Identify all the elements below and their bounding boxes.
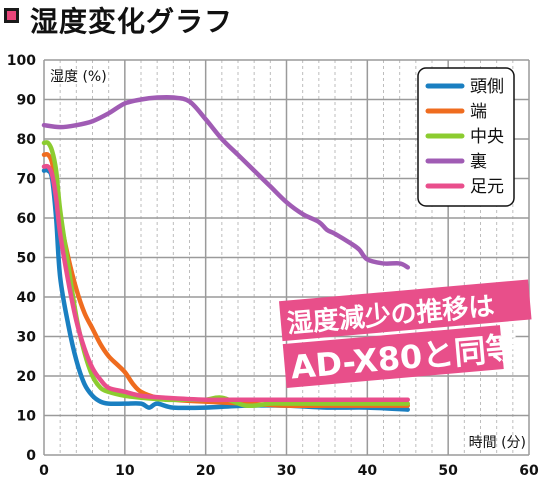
page-title: 湿度変化グラフ <box>30 5 234 38</box>
x-tick-label: 60 <box>519 463 539 479</box>
y-tick-label: 30 <box>17 330 37 346</box>
x-tick-label: 50 <box>438 463 458 479</box>
series-line-4 <box>41 94 410 270</box>
legend-label: 頭側 <box>470 77 504 97</box>
legend-box <box>417 67 515 207</box>
y-axis-title: 湿度 (%) <box>50 69 107 85</box>
series-line-3 <box>41 140 410 409</box>
x-tick-label: 10 <box>115 463 135 479</box>
x-tick-label: 30 <box>277 463 297 479</box>
legend-label: 足元 <box>470 177 504 197</box>
title-marker-icon <box>4 8 19 23</box>
y-tick-label: 0 <box>26 448 36 464</box>
x-tick-label: 40 <box>358 463 378 479</box>
x-tick-label: 20 <box>196 463 216 479</box>
y-tick-label: 40 <box>17 290 37 306</box>
annotation-box-2 <box>282 325 504 388</box>
x-axis-title: 時間 (分) <box>469 435 526 451</box>
y-tick-label: 20 <box>17 369 37 385</box>
y-tick-label: 80 <box>17 132 37 148</box>
series-line-5 <box>41 163 410 403</box>
page-header: 湿度変化グラフ <box>0 0 551 40</box>
legend-label: 裏 <box>470 151 487 172</box>
y-tick-label: 10 <box>17 409 37 425</box>
y-tick-label: 70 <box>17 172 37 188</box>
y-tick-label: 90 <box>17 93 37 109</box>
legend-label: 中央 <box>470 127 504 147</box>
legend-label: 端 <box>470 102 487 122</box>
annotation-box-1 <box>279 279 532 342</box>
y-tick-label: 60 <box>17 211 37 227</box>
y-tick-label: 50 <box>17 251 37 267</box>
y-tick-label: 100 <box>7 53 36 69</box>
x-tick-label: 0 <box>39 463 49 479</box>
